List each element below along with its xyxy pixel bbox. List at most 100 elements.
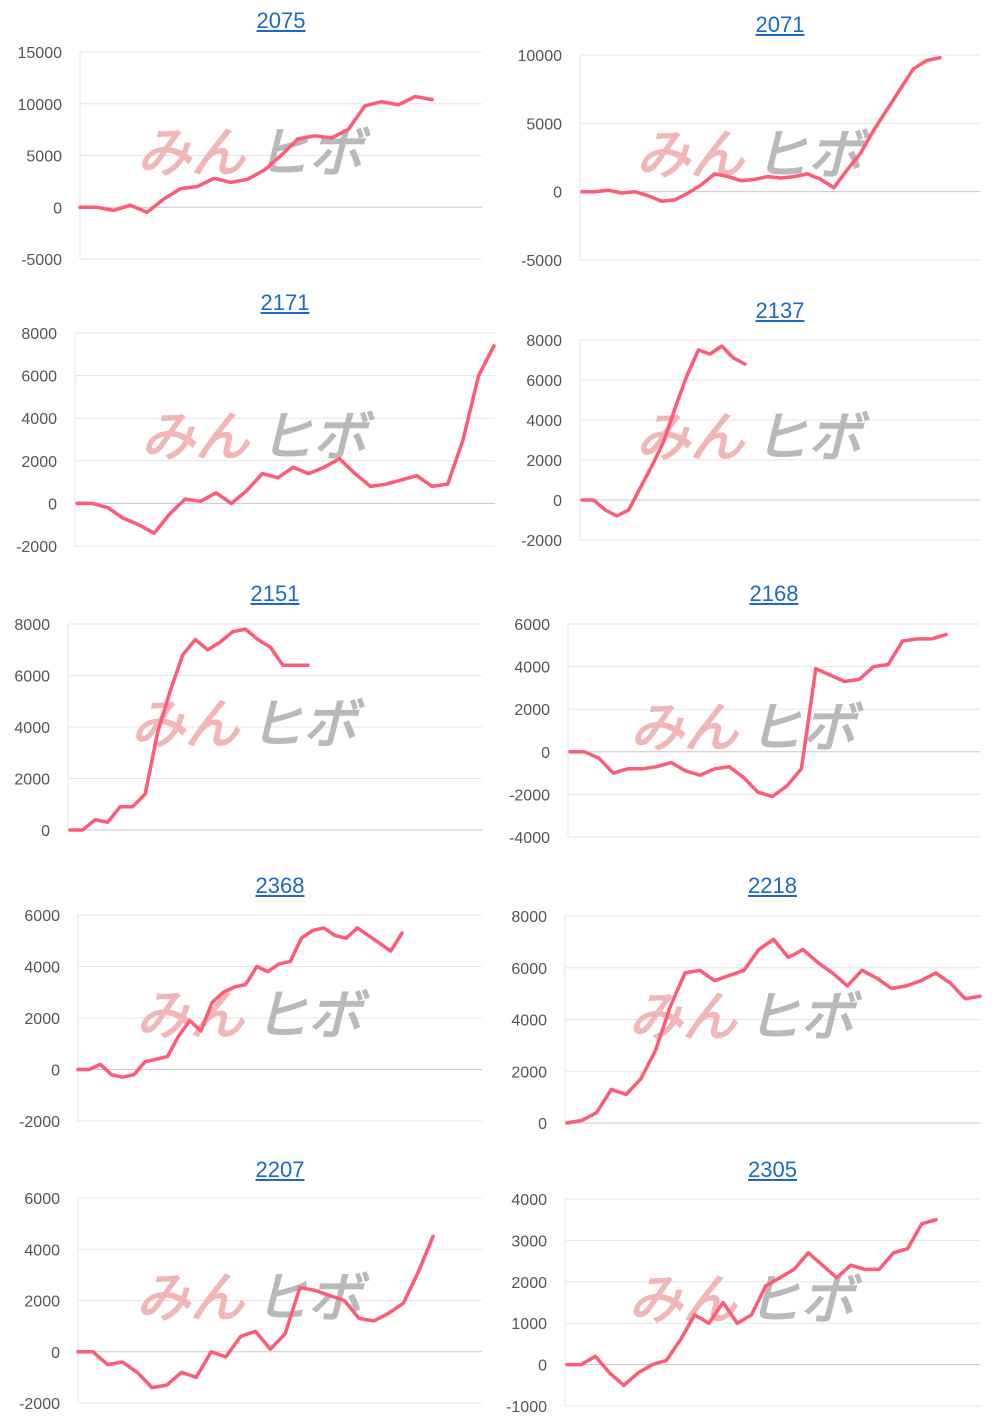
- y-tick-label: 8000: [511, 909, 547, 926]
- series-line: [580, 55, 942, 203]
- y-tick-label: 6000: [14, 669, 50, 686]
- y-tick-label: -2000: [19, 1114, 60, 1131]
- y-tick-label: 0: [48, 496, 57, 513]
- watermark-text-gray: ヒボ: [249, 693, 365, 756]
- series-line: [565, 1217, 938, 1388]
- watermark-text-gray: ヒボ: [254, 1267, 370, 1330]
- series-line: [75, 344, 496, 535]
- y-tick-label: 0: [538, 1358, 547, 1375]
- watermark-logo: みん ヒボ: [136, 1267, 370, 1330]
- chart-title-link[interactable]: 2305: [748, 1157, 797, 1182]
- watermark-text-red: みん: [636, 124, 746, 187]
- series-line: [76, 1234, 435, 1390]
- y-tick-label: 8000: [14, 617, 50, 634]
- chart-title-link[interactable]: 2075: [256, 8, 306, 33]
- y-tick-label: 15000: [18, 45, 63, 62]
- y-tick-label: -2000: [19, 1396, 60, 1413]
- y-tick-label: 6000: [21, 369, 57, 386]
- chart-title-link[interactable]: 2171: [260, 290, 310, 315]
- watermark-text-red: みん: [636, 406, 746, 469]
- watermark-text-red: みん: [629, 986, 739, 1049]
- y-tick-label: 8000: [21, 326, 57, 343]
- chart-title-link[interactable]: 2207: [255, 1157, 305, 1182]
- y-tick-label: 4000: [526, 413, 562, 430]
- chart-title-link[interactable]: 2137: [755, 298, 805, 323]
- watermark-text-red: みん: [630, 697, 740, 760]
- series-line: [580, 344, 747, 518]
- chart-title-link[interactable]: 2071: [755, 12, 805, 37]
- watermark-text-red: みん: [629, 1269, 739, 1332]
- y-tick-label: 4000: [24, 1242, 60, 1259]
- watermark-text-gray: ヒボ: [747, 1269, 863, 1332]
- y-tick-label: -2000: [509, 787, 550, 804]
- y-tick-label: 2000: [24, 1011, 60, 1028]
- watermark-text-red: みん: [136, 984, 246, 1047]
- series-line: [568, 632, 948, 799]
- chart-title-link[interactable]: 2151: [250, 581, 300, 606]
- y-tick-label: 4000: [511, 1192, 547, 1209]
- chart-title-link[interactable]: 2168: [749, 581, 799, 606]
- y-tick-label: 4000: [24, 960, 60, 977]
- y-tick-label: 6000: [24, 1191, 60, 1208]
- y-tick-label: 6000: [511, 961, 547, 978]
- y-tick-label: 0: [53, 200, 62, 217]
- y-tick-label: 6000: [526, 373, 562, 390]
- watermark-logo: みん ヒボ: [131, 693, 365, 756]
- watermark-text-gray: ヒボ: [747, 986, 863, 1049]
- y-tick-label: -4000: [509, 830, 550, 847]
- watermark-logo: みん ヒボ: [636, 406, 870, 469]
- y-tick-label: 6000: [514, 617, 550, 634]
- y-tick-label: 0: [41, 823, 50, 840]
- watermark-logo: みん ヒボ: [141, 406, 375, 469]
- watermark-logo: みん ヒボ: [630, 697, 864, 760]
- watermark-logo: みん ヒボ: [629, 986, 863, 1049]
- y-tick-label: 2000: [21, 454, 57, 471]
- chart-title-link[interactable]: 2218: [748, 873, 797, 898]
- y-tick-label: -5000: [21, 252, 62, 269]
- y-tick-label: -1000: [506, 1399, 547, 1416]
- watermark-logo: みん ヒボ: [137, 122, 371, 185]
- watermark-logo: みん ヒボ: [636, 124, 870, 187]
- y-tick-label: 4000: [511, 1013, 547, 1030]
- y-tick-label: 8000: [526, 333, 562, 350]
- y-tick-label: 10000: [518, 48, 563, 65]
- y-tick-label: 5000: [526, 116, 562, 133]
- y-tick-label: 4000: [14, 720, 50, 737]
- y-tick-label: 5000: [26, 149, 62, 166]
- y-tick-label: 1000: [511, 1316, 547, 1333]
- y-tick-label: 6000: [24, 908, 60, 925]
- y-tick-label: 0: [553, 493, 562, 510]
- y-tick-label: 2000: [511, 1275, 547, 1292]
- y-tick-label: 0: [541, 745, 550, 762]
- y-tick-label: 4000: [514, 660, 550, 677]
- y-tick-label: -2000: [521, 533, 562, 550]
- y-tick-label: 2000: [511, 1064, 547, 1081]
- y-tick-label: -5000: [521, 253, 562, 270]
- y-tick-label: 10000: [18, 97, 63, 114]
- watermark-text-red: みん: [136, 1267, 246, 1330]
- y-tick-label: 0: [553, 185, 562, 202]
- chart-title-link[interactable]: 2368: [255, 873, 305, 898]
- y-tick-label: 2000: [24, 1294, 60, 1311]
- watermark-logo: みん ヒボ: [629, 1269, 863, 1332]
- y-tick-label: 2000: [514, 702, 550, 719]
- watermark-text-gray: ヒボ: [255, 122, 371, 185]
- y-tick-label: 0: [538, 1116, 547, 1133]
- watermark-text-gray: ヒボ: [259, 406, 375, 469]
- watermark-logo: みん ヒボ: [136, 984, 370, 1047]
- y-tick-label: -2000: [16, 539, 57, 556]
- series-line: [78, 94, 434, 215]
- watermark-text-gray: ヒボ: [254, 984, 370, 1047]
- y-tick-label: 0: [51, 1063, 60, 1080]
- y-tick-label: 2000: [526, 453, 562, 470]
- series-line: [68, 627, 310, 832]
